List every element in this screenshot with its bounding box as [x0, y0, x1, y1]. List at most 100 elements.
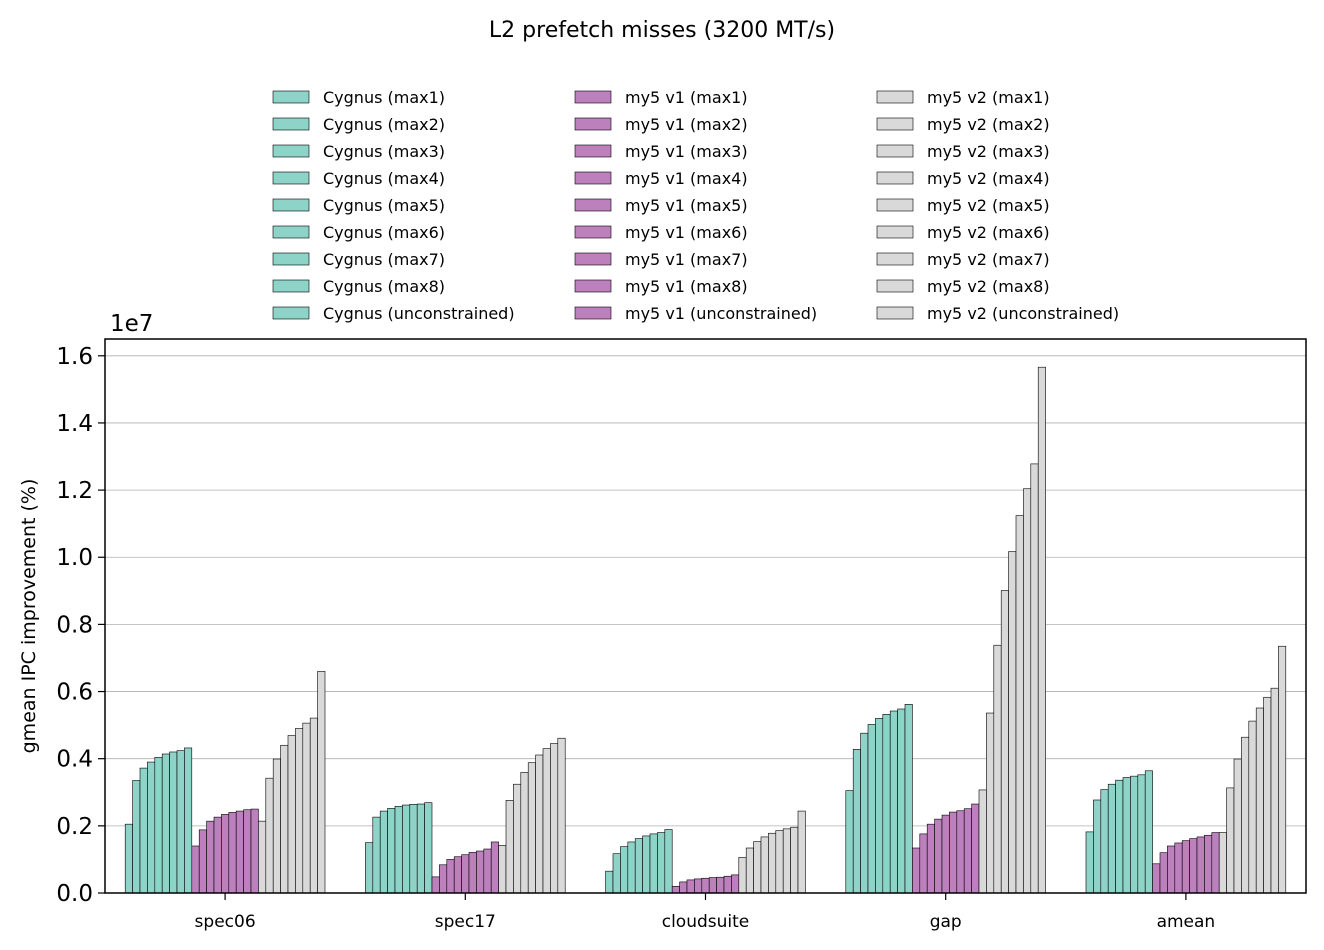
bar: [912, 847, 921, 894]
bar: [860, 732, 869, 894]
y-tick-label: 1.2: [56, 478, 93, 504]
bar: [1100, 789, 1109, 894]
x-tick-label: cloudsuite: [662, 912, 750, 932]
y-tick-label: 1.4: [56, 411, 93, 437]
bar: [431, 876, 440, 894]
bar: [867, 724, 876, 894]
legend-swatch: [876, 279, 914, 293]
bar: [302, 722, 311, 894]
bar: [941, 814, 950, 894]
legend-swatch: [876, 306, 914, 320]
legend: Cygnus (max1) Cygnus (max2) Cygnus (max3) C…: [272, 88, 1119, 323]
legend-label: Cygnus (max8): [323, 277, 445, 296]
bar: [845, 790, 854, 894]
bar: [782, 828, 791, 894]
y-tick-label: 1.0: [56, 545, 93, 571]
legend-label: Cygnus (max5): [323, 196, 445, 215]
legend-swatch: [876, 171, 914, 185]
bar: [1008, 551, 1017, 894]
legend-label: Cygnus (max3): [323, 142, 445, 161]
bar: [1270, 687, 1279, 894]
bar: [708, 877, 717, 894]
bar: [439, 864, 448, 894]
bar: [132, 780, 141, 894]
bar: [642, 835, 651, 894]
bar: [1181, 840, 1190, 894]
bar: [934, 818, 943, 894]
legend-swatch: [272, 252, 310, 266]
bar: [605, 870, 614, 894]
bar: [620, 846, 629, 894]
bars: [124, 366, 1287, 894]
bar: [1159, 852, 1168, 894]
bar: [664, 829, 673, 894]
x-tick-label: amean: [1157, 912, 1216, 932]
legend-swatch: [876, 117, 914, 131]
legend-swatch: [272, 144, 310, 158]
bar: [738, 857, 747, 894]
bar: [753, 841, 762, 894]
bar: [889, 710, 898, 894]
legend-swatch: [876, 144, 914, 158]
bar: [926, 823, 935, 894]
bar: [206, 820, 215, 894]
bar: [919, 833, 928, 894]
legend-swatch: [876, 225, 914, 239]
legend-label: my5 v1 (max6): [625, 223, 748, 242]
bar: [1204, 834, 1213, 894]
bar: [139, 767, 148, 894]
bar: [875, 718, 884, 894]
y-tick-label: 0.8: [56, 612, 93, 638]
bar: [280, 744, 289, 894]
bar: [768, 832, 777, 894]
legend-swatch: [574, 198, 612, 212]
bar: [1030, 463, 1039, 894]
bar: [986, 712, 995, 894]
y-axis: 0.0 0.2 0.4 0.6 0.8 1.0 1.2 1.4 1.6: [56, 344, 105, 907]
bar: [542, 748, 551, 894]
x-tick-label: spec06: [195, 912, 256, 932]
bar: [498, 845, 507, 894]
legend-label: my5 v2 (max1): [927, 88, 1050, 107]
bar: [287, 735, 296, 894]
bar: [295, 728, 304, 894]
bar: [416, 803, 425, 894]
bar: [1122, 777, 1131, 894]
bar: [446, 859, 455, 894]
bar: [228, 812, 237, 894]
bar: [1263, 696, 1272, 894]
bar: [649, 833, 658, 894]
bar: [365, 842, 374, 894]
bar: [1023, 488, 1032, 894]
y-tick-label: 0.2: [56, 814, 93, 840]
legend-label: my5 v2 (max3): [927, 142, 1050, 161]
bar: [1233, 758, 1242, 894]
legend-label: my5 v1 (max5): [625, 196, 748, 215]
bar: [716, 876, 725, 894]
bar: [1144, 770, 1153, 894]
bar: [627, 841, 636, 894]
legend-label: Cygnus (unconstrained): [323, 304, 515, 323]
legend-label: my5 v1 (max3): [625, 142, 748, 161]
bar: [1085, 831, 1094, 894]
legend-swatch: [272, 279, 310, 293]
bar: [686, 879, 695, 894]
bar: [897, 708, 906, 894]
legend-swatch: [272, 171, 310, 185]
legend-label: Cygnus (max6): [323, 223, 445, 242]
bar: [1174, 842, 1183, 894]
bar: [723, 875, 732, 894]
legend-label: my5 v1 (max2): [625, 115, 748, 134]
legend-swatch: [574, 90, 612, 104]
bar: [468, 852, 477, 894]
bar: [550, 743, 559, 894]
bar: [490, 841, 499, 894]
chart-title: L2 prefetch misses (3200 MT/s): [489, 18, 835, 43]
bar: [453, 856, 462, 894]
bar: [154, 757, 163, 894]
bar: [176, 750, 185, 894]
bar: [250, 808, 259, 894]
legend-swatch: [574, 225, 612, 239]
bar: [1115, 779, 1124, 894]
